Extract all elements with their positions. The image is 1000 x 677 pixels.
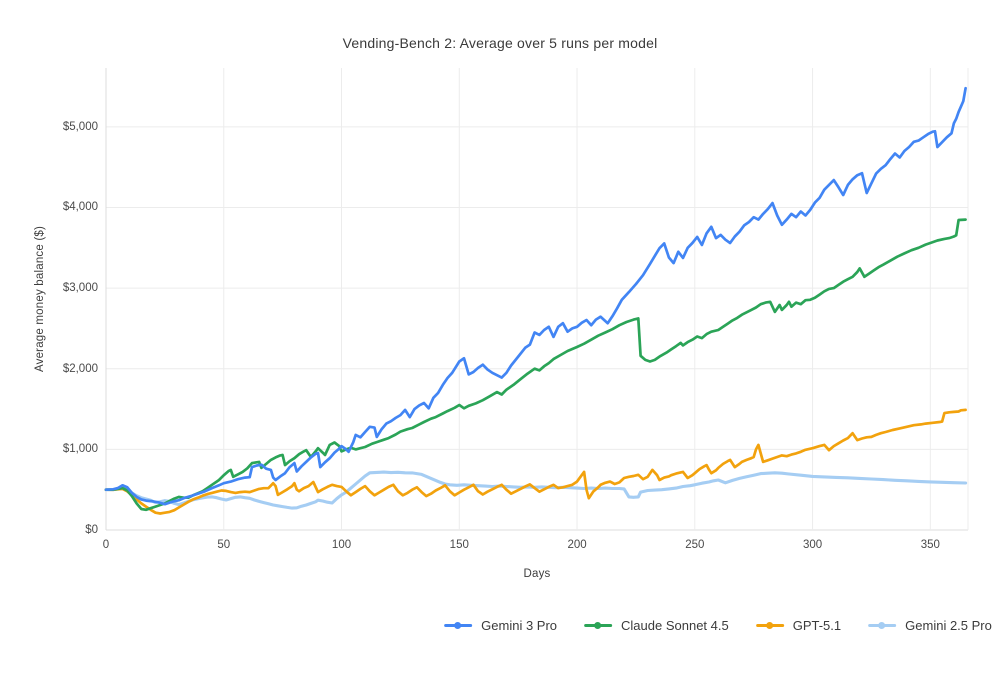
x-tick-label-200: 200 — [567, 539, 587, 551]
legend-marker-icon — [444, 622, 473, 629]
x-tick-label-250: 250 — [685, 539, 705, 551]
y-tick-label-0: $0 — [85, 524, 98, 536]
legend-item-gpt-5-1: GPT-5.1 — [755, 618, 842, 633]
chart-title: Vending-Bench 2: Average over 5 runs per… — [342, 35, 658, 51]
legend-marker-icon — [755, 622, 784, 629]
legend-marker-dot-icon — [765, 622, 773, 629]
y-tick-label-3000: $3,000 — [62, 282, 98, 295]
legend-marker-dot-icon — [878, 622, 886, 629]
x-tick-label-0: 0 — [102, 539, 110, 551]
x-tick-label-50: 50 — [217, 539, 231, 551]
legend-label: GPT-5.1 — [792, 618, 842, 633]
legend-marker-icon — [868, 622, 897, 629]
x-tick-label-100: 100 — [331, 539, 352, 551]
y-tick-label-1000: $1,000 — [62, 443, 98, 456]
legend-marker-icon — [584, 622, 613, 629]
y-tick-label-2000: $2,000 — [62, 362, 98, 375]
legend-item-gemini-2-5-pro: Gemini 2.5 Pro — [868, 618, 992, 633]
x-tick-label-150: 150 — [449, 539, 469, 551]
legend-item-claude-sonnet-4-5: Claude Sonnet 4.5 — [584, 618, 729, 633]
legend-item-gemini-3-pro: Gemini 3 Pro — [444, 618, 557, 633]
y-tick-label-5000: $5,000 — [62, 120, 98, 133]
chart-legend: Gemini 3 Pro Claude Sonnet 4.5 GPT-5.1 Gemi… — [444, 618, 992, 633]
series-line-gemini-3-pro — [104, 86, 967, 506]
y-tick-label-4000: $4,000 — [62, 201, 98, 214]
legend-marker-dot-icon — [594, 622, 602, 629]
x-tick-label-350: 350 — [920, 539, 940, 551]
legend-label: Gemini 3 Pro — [481, 618, 558, 633]
series-line-gemini-2-5-pro — [104, 470, 968, 510]
x-axis-title: Days — [523, 568, 551, 580]
legend-label: Gemini 2.5 Pro — [905, 618, 992, 633]
legend-marker-dot-icon — [454, 622, 462, 629]
y-axis-title: Average money balance ($) — [34, 225, 46, 373]
series-line-gpt-5-1 — [104, 408, 967, 515]
gridlines — [105, 68, 969, 531]
series-line-claude-sonnet-4-5 — [104, 218, 967, 512]
x-tick-label-300: 300 — [802, 539, 823, 551]
legend-label: Claude Sonnet 4.5 — [621, 618, 729, 633]
series-lines — [104, 86, 968, 515]
